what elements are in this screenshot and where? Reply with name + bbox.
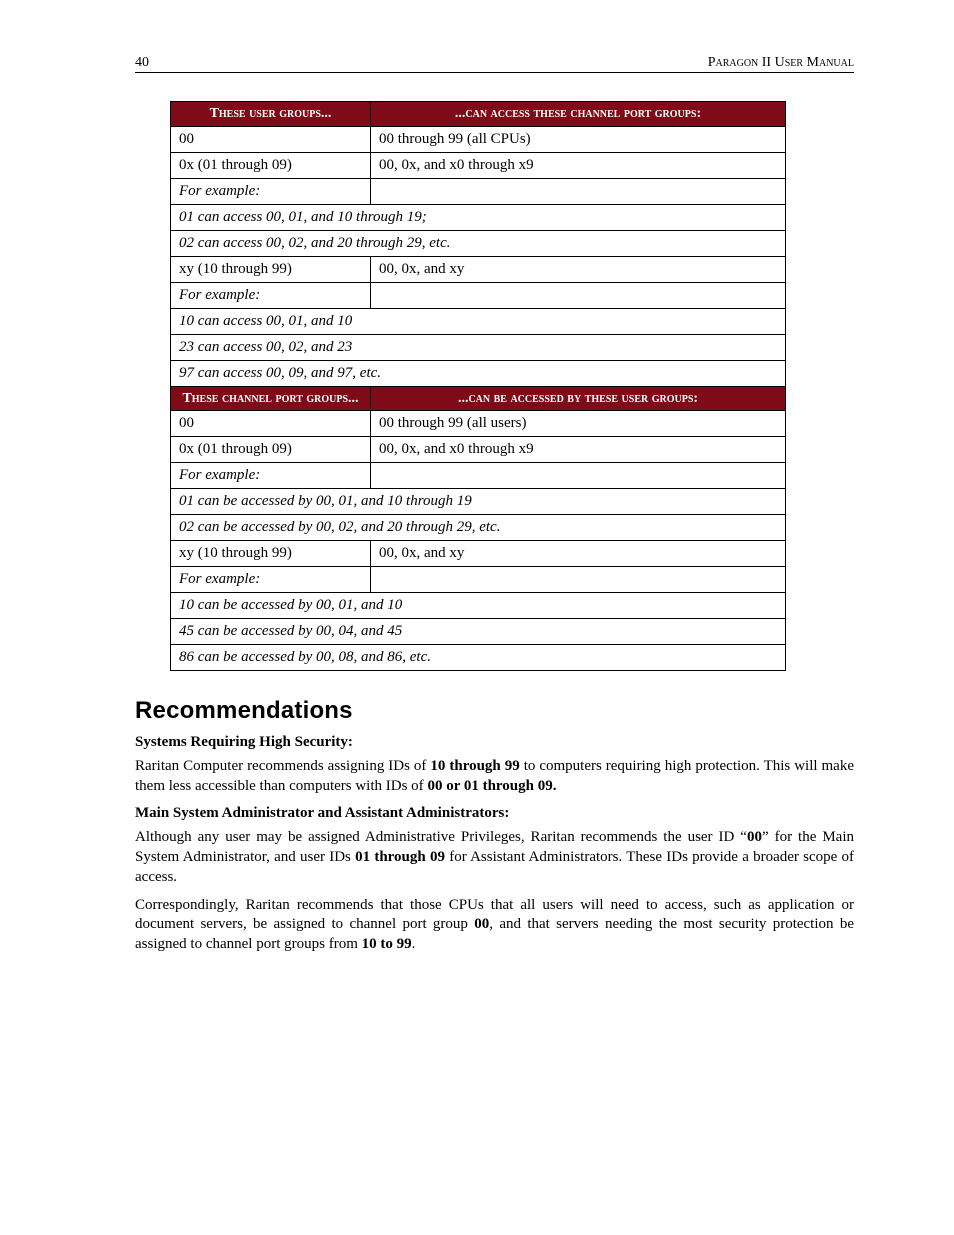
- table-cell: xy (10 through 99): [171, 541, 371, 567]
- table-cell: 45 can be accessed by 00, 04, and 45: [171, 619, 786, 645]
- table-cell: 01 can access 00, 01, and 10 through 19;: [171, 204, 786, 230]
- recommendations-heading: Recommendations: [135, 697, 854, 725]
- table-cell: 00: [171, 126, 371, 152]
- table-row: For example:: [171, 178, 786, 204]
- table-cell: 02 can be accessed by 00, 02, and 20 thr…: [171, 515, 786, 541]
- subhead-high-security: Systems Requiring High Security:: [135, 733, 854, 753]
- table-cell: 00: [171, 411, 371, 437]
- table-cell: 10 can access 00, 01, and 10: [171, 308, 786, 334]
- table2-head-left: These channel port groups...: [171, 386, 371, 411]
- page-header: 40 Paragon II User Manual: [135, 55, 854, 73]
- table1-head-left: These user groups...: [171, 102, 371, 127]
- table-row: 02 can access 00, 02, and 20 through 29,…: [171, 230, 786, 256]
- table-row: For example:: [171, 282, 786, 308]
- table-cell: [371, 567, 786, 593]
- table-cell: [371, 463, 786, 489]
- table-cell: [371, 282, 786, 308]
- paragraph-admins-2: Correspondingly, Raritan recommends that…: [135, 896, 854, 955]
- table2-head-right: ...can be accessed by these user groups:: [371, 386, 786, 411]
- table-row: 86 can be accessed by 00, 08, and 86, et…: [171, 645, 786, 671]
- access-tables: These user groups... ...can access these…: [170, 101, 786, 671]
- table-cell: 00 through 99 (all CPUs): [371, 126, 786, 152]
- page-number: 40: [135, 55, 149, 71]
- table-cell: For example:: [171, 178, 371, 204]
- table-row: xy (10 through 99)00, 0x, and xy: [171, 541, 786, 567]
- table-cell: For example:: [171, 463, 371, 489]
- table-cell: 86 can be accessed by 00, 08, and 86, et…: [171, 645, 786, 671]
- table-row: xy (10 through 99)00, 0x, and xy: [171, 256, 786, 282]
- table-cell: [371, 178, 786, 204]
- table-row: For example:: [171, 567, 786, 593]
- table-cell: 23 can access 00, 02, and 23: [171, 334, 786, 360]
- table-cell: 00, 0x, and x0 through x9: [371, 437, 786, 463]
- table-row: 02 can be accessed by 00, 02, and 20 thr…: [171, 515, 786, 541]
- table-cell: 00, 0x, and x0 through x9: [371, 152, 786, 178]
- table-cell: For example:: [171, 282, 371, 308]
- table-cell: 01 can be accessed by 00, 01, and 10 thr…: [171, 489, 786, 515]
- table-cell: 0x (01 through 09): [171, 152, 371, 178]
- table-row: 10 can be accessed by 00, 01, and 10: [171, 593, 786, 619]
- table-cell: 02 can access 00, 02, and 20 through 29,…: [171, 230, 786, 256]
- table-row: 45 can be accessed by 00, 04, and 45: [171, 619, 786, 645]
- table1-head-right: ...can access these channel port groups:: [371, 102, 786, 127]
- table-row: 0x (01 through 09)00, 0x, and x0 through…: [171, 152, 786, 178]
- table-cell: 00, 0x, and xy: [371, 541, 786, 567]
- table-cell: 00, 0x, and xy: [371, 256, 786, 282]
- table-row: 0000 through 99 (all CPUs): [171, 126, 786, 152]
- subhead-admins: Main System Administrator and Assistant …: [135, 804, 854, 824]
- paragraph-admins-1: Although any user may be assigned Admini…: [135, 828, 854, 887]
- paragraph-high-security: Raritan Computer recommends assigning ID…: [135, 757, 854, 797]
- table-row: 01 can access 00, 01, and 10 through 19;: [171, 204, 786, 230]
- table-row: For example:: [171, 463, 786, 489]
- table-row: 97 can access 00, 09, and 97, etc.: [171, 360, 786, 386]
- recommendations-body: Systems Requiring High Security: Raritan…: [135, 733, 854, 955]
- table-row: 10 can access 00, 01, and 10: [171, 308, 786, 334]
- table-row: 0x (01 through 09)00, 0x, and x0 through…: [171, 437, 786, 463]
- table-cell: For example:: [171, 567, 371, 593]
- table-cell: 97 can access 00, 09, and 97, etc.: [171, 360, 786, 386]
- table-row: 23 can access 00, 02, and 23: [171, 334, 786, 360]
- table-cell: 0x (01 through 09): [171, 437, 371, 463]
- doc-title: Paragon II User Manual: [708, 55, 854, 71]
- table-row: 0000 through 99 (all users): [171, 411, 786, 437]
- table-cell: xy (10 through 99): [171, 256, 371, 282]
- table-cell: 00 through 99 (all users): [371, 411, 786, 437]
- table-row: 01 can be accessed by 00, 01, and 10 thr…: [171, 489, 786, 515]
- table-cell: 10 can be accessed by 00, 01, and 10: [171, 593, 786, 619]
- page: 40 Paragon II User Manual These user gro…: [0, 0, 954, 1235]
